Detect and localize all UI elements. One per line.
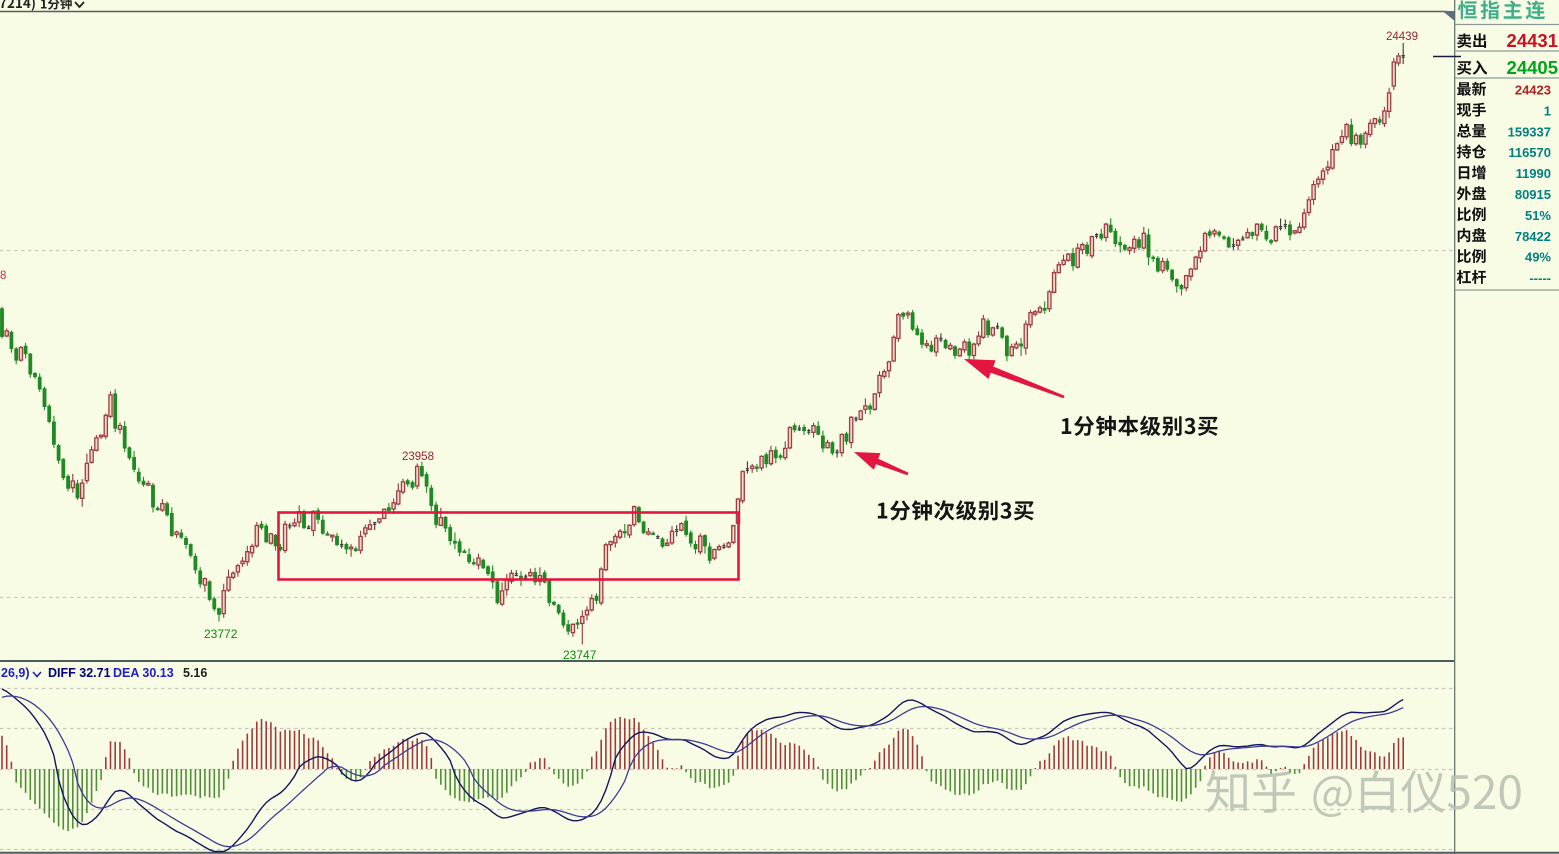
svg-text:49%: 49% [1525, 250, 1551, 265]
svg-text:1: 1 [1544, 103, 1551, 118]
svg-text:24439: 24439 [1386, 31, 1418, 43]
svg-text:11990: 11990 [1516, 166, 1551, 181]
svg-text:DEA 30.13: DEA 30.13 [113, 666, 174, 680]
svg-text:8: 8 [0, 270, 6, 282]
svg-text:24431: 24431 [1507, 30, 1558, 51]
svg-text:51%: 51% [1525, 208, 1551, 223]
svg-text:116570: 116570 [1508, 145, 1551, 160]
svg-text:DIFF 32.71: DIFF 32.71 [48, 666, 111, 680]
svg-text:23958: 23958 [402, 451, 434, 463]
svg-text:23772: 23772 [204, 627, 238, 641]
svg-text:-----: ----- [1529, 271, 1551, 286]
svg-text:23747: 23747 [563, 648, 597, 662]
svg-text:159337: 159337 [1508, 124, 1551, 139]
svg-text:5.16: 5.16 [183, 666, 207, 680]
svg-text:80915: 80915 [1515, 187, 1551, 202]
svg-text:24405: 24405 [1507, 57, 1558, 78]
svg-text:78422: 78422 [1515, 229, 1551, 244]
svg-text:24423: 24423 [1515, 83, 1551, 98]
svg-text:26,9): 26,9) [1, 666, 30, 680]
